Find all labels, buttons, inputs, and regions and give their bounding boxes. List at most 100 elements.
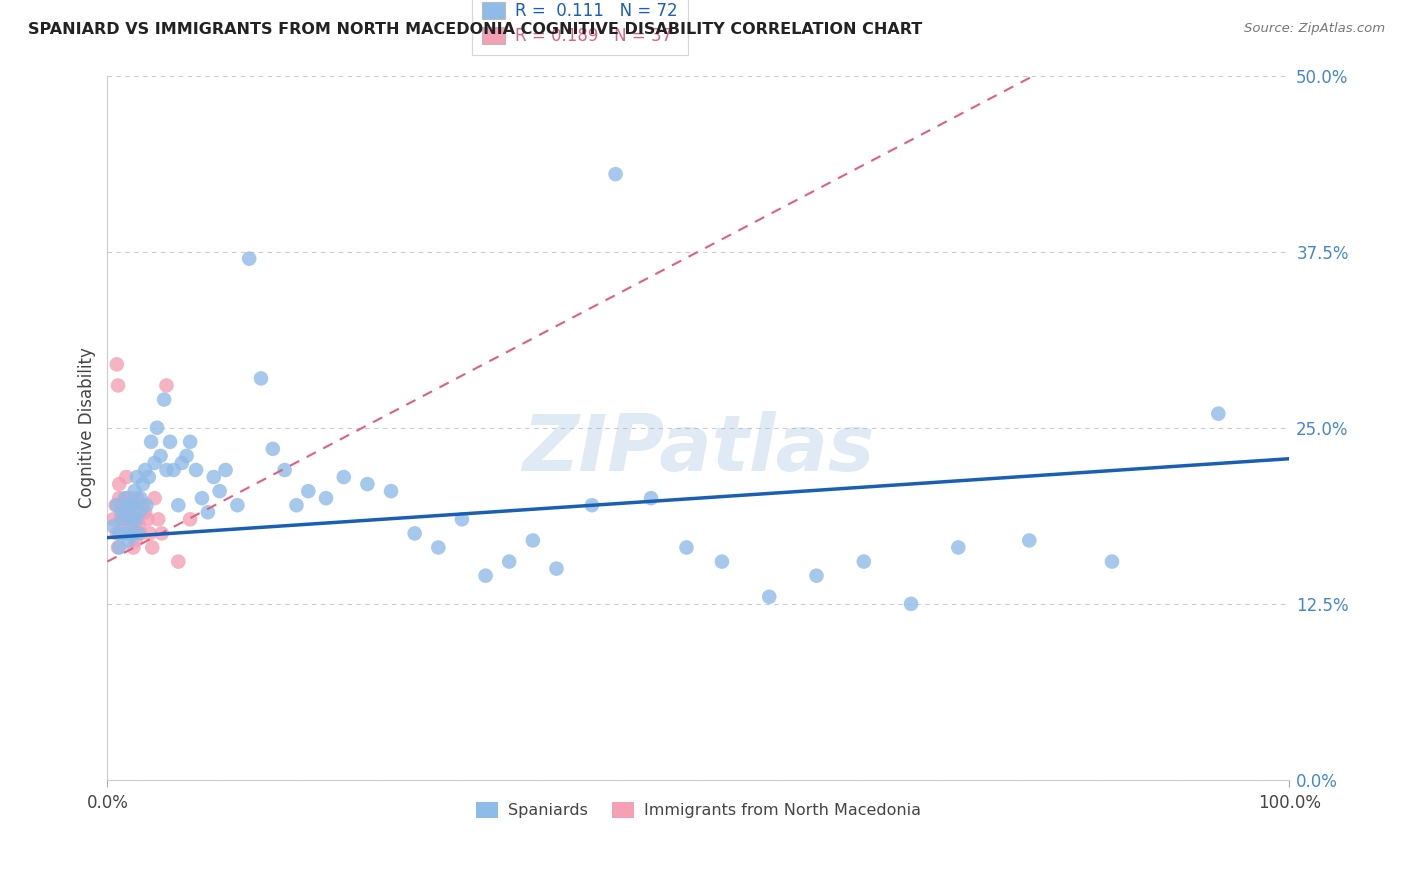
Point <box>105 498 128 512</box>
Point <box>108 526 131 541</box>
Point <box>356 477 378 491</box>
Point <box>202 470 225 484</box>
Point <box>110 505 132 519</box>
Point <box>121 526 143 541</box>
Legend: Spaniards, Immigrants from North Macedonia: Spaniards, Immigrants from North Macedon… <box>470 796 927 825</box>
Point <box>124 498 146 512</box>
Point <box>170 456 193 470</box>
Point <box>111 526 134 541</box>
Point <box>115 526 138 541</box>
Point <box>110 498 132 512</box>
Point <box>176 449 198 463</box>
Point <box>581 498 603 512</box>
Point <box>948 541 970 555</box>
Point <box>108 541 131 555</box>
Point <box>125 512 148 526</box>
Point <box>143 456 166 470</box>
Text: ZIPatlas: ZIPatlas <box>522 411 875 487</box>
Point <box>111 512 134 526</box>
Point <box>297 484 319 499</box>
Point <box>214 463 236 477</box>
Point <box>498 555 520 569</box>
Point <box>474 568 496 582</box>
Point <box>114 512 136 526</box>
Point <box>118 512 141 526</box>
Point <box>124 484 146 499</box>
Point <box>122 541 145 555</box>
Point <box>127 526 149 541</box>
Point <box>208 484 231 499</box>
Point <box>105 526 128 541</box>
Point <box>852 555 875 569</box>
Point <box>148 512 170 526</box>
Point <box>451 512 474 526</box>
Point <box>179 512 201 526</box>
Point <box>122 526 145 541</box>
Point <box>179 434 201 449</box>
Point <box>167 498 190 512</box>
Point <box>710 555 733 569</box>
Y-axis label: Cognitive Disability: Cognitive Disability <box>79 347 96 508</box>
Point <box>125 491 148 505</box>
Point <box>132 498 155 512</box>
Point <box>900 597 922 611</box>
Point <box>153 392 176 407</box>
Point <box>1208 407 1230 421</box>
Point <box>159 434 181 449</box>
Point <box>162 463 184 477</box>
Point <box>128 505 150 519</box>
Point <box>806 568 828 582</box>
Point <box>115 470 138 484</box>
Point <box>1101 555 1123 569</box>
Point <box>332 470 354 484</box>
Point <box>146 421 169 435</box>
Point <box>107 378 129 392</box>
Point <box>143 491 166 505</box>
Point <box>118 533 141 548</box>
Point <box>118 498 141 512</box>
Point <box>197 505 219 519</box>
Point <box>128 519 150 533</box>
Point <box>129 491 152 505</box>
Point <box>138 470 160 484</box>
Point <box>135 498 157 512</box>
Point <box>125 533 148 548</box>
Point <box>1018 533 1040 548</box>
Point <box>110 512 132 526</box>
Point <box>273 463 295 477</box>
Point <box>546 561 568 575</box>
Point <box>139 434 162 449</box>
Point <box>285 498 308 512</box>
Point <box>404 526 426 541</box>
Point <box>226 498 249 512</box>
Point <box>605 167 627 181</box>
Point <box>150 526 173 541</box>
Point <box>132 477 155 491</box>
Point <box>107 541 129 555</box>
Point <box>262 442 284 456</box>
Point <box>167 555 190 569</box>
Point <box>117 498 139 512</box>
Point <box>250 371 273 385</box>
Point <box>108 491 131 505</box>
Point <box>103 519 125 533</box>
Point <box>675 541 697 555</box>
Point <box>238 252 260 266</box>
Point <box>105 357 128 371</box>
Point <box>141 541 163 555</box>
Point <box>522 533 544 548</box>
Point <box>127 512 149 526</box>
Point <box>112 505 135 519</box>
Point <box>103 512 125 526</box>
Point <box>120 512 142 526</box>
Point <box>155 463 177 477</box>
Point <box>427 541 450 555</box>
Point <box>129 526 152 541</box>
Point <box>118 491 141 505</box>
Point <box>640 491 662 505</box>
Point <box>184 463 207 477</box>
Point <box>139 526 162 541</box>
Point <box>121 512 143 526</box>
Point <box>758 590 780 604</box>
Point <box>134 463 156 477</box>
